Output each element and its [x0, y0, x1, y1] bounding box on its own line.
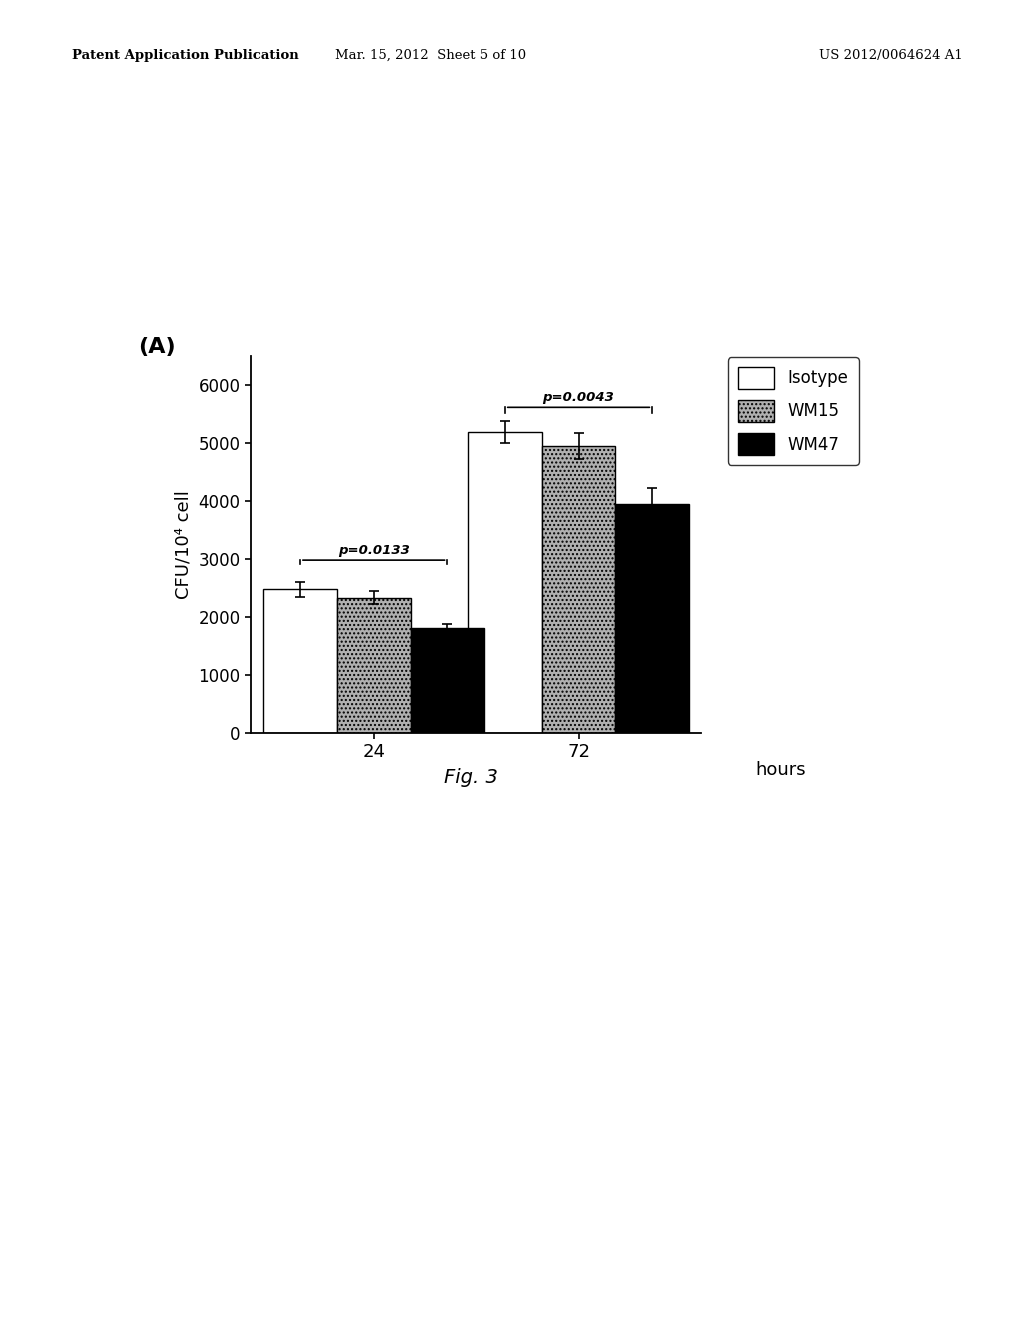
Text: US 2012/0064624 A1: US 2012/0064624 A1 [819, 49, 963, 62]
Text: Fig. 3: Fig. 3 [444, 768, 498, 787]
Legend: Isotype, WM15, WM47: Isotype, WM15, WM47 [728, 358, 859, 465]
Bar [615, 504, 689, 733]
Text: p=0.0133: p=0.0133 [338, 544, 410, 557]
Bar [542, 446, 615, 733]
Bar [411, 628, 484, 733]
Text: Patent Application Publication: Patent Application Publication [72, 49, 298, 62]
Bar [468, 432, 542, 733]
Text: (A): (A) [138, 337, 176, 356]
Bar [337, 598, 411, 733]
Text: Mar. 15, 2012  Sheet 5 of 10: Mar. 15, 2012 Sheet 5 of 10 [335, 49, 525, 62]
Text: hours: hours [756, 760, 806, 779]
Y-axis label: CFU/10⁴ cell: CFU/10⁴ cell [175, 490, 193, 599]
Text: p=0.0043: p=0.0043 [543, 391, 614, 404]
Bar [263, 589, 337, 733]
